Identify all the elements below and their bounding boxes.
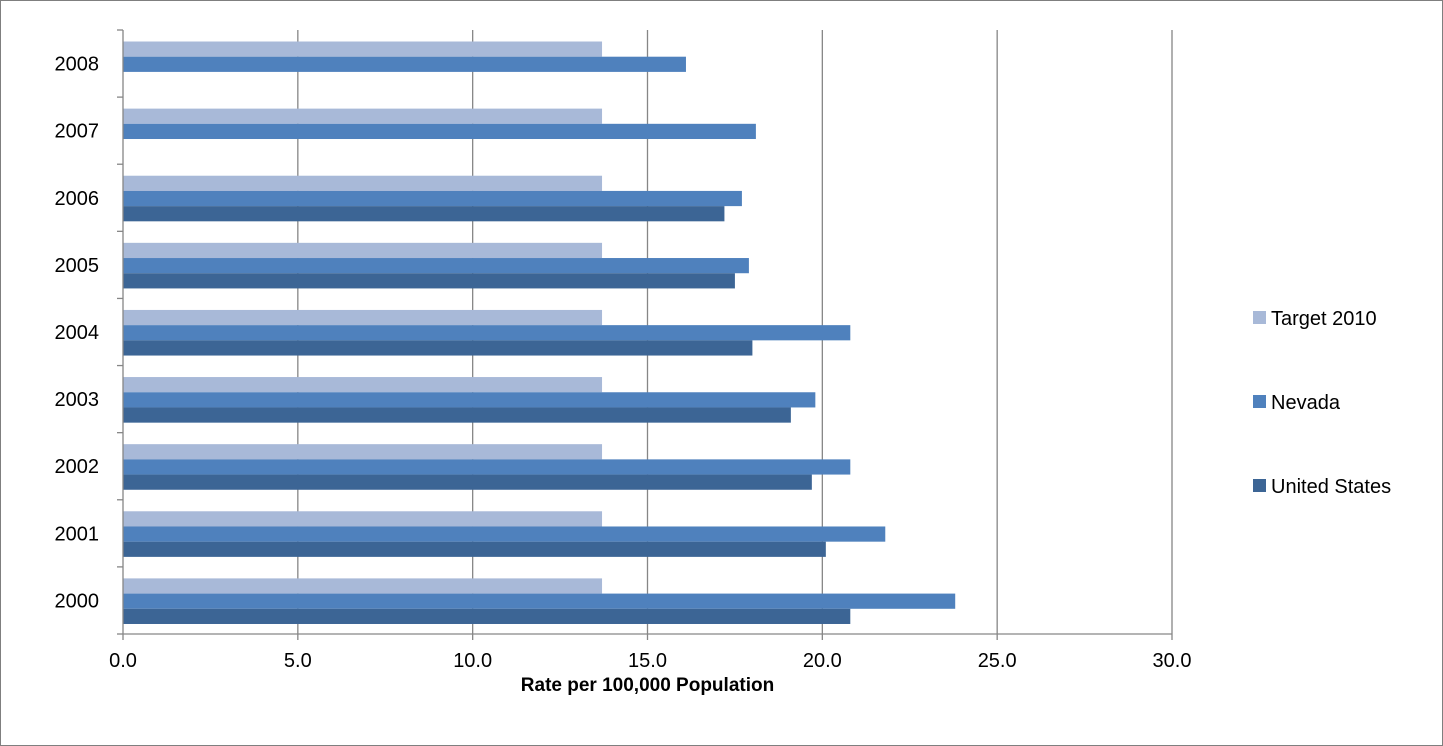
x-tick-label: 5.0	[284, 650, 312, 672]
bar-target-2010-2007	[123, 108, 603, 124]
x-tick-label: 15.0	[628, 650, 667, 672]
bar-target-2010-2002	[123, 444, 603, 460]
bars	[123, 41, 956, 624]
y-tick-label: 2002	[55, 456, 100, 478]
legend-label: Nevada	[1271, 392, 1341, 414]
y-tick-label: 2003	[55, 389, 100, 411]
y-tick-label: 2007	[55, 121, 100, 143]
legend-swatch-united-states	[1253, 479, 1266, 492]
x-tick-label: 0.0	[109, 650, 137, 672]
bar-nevada-2003	[123, 392, 816, 408]
y-tick-label: 2005	[55, 255, 100, 277]
bar-nevada-2002	[123, 459, 851, 475]
bar-united-states-2006	[123, 206, 725, 222]
legend-label: United States	[1271, 476, 1391, 498]
axes	[122, 30, 1172, 635]
bar-target-2010-2004	[123, 309, 603, 326]
legend: Target 2010 Nevada United States	[1253, 308, 1391, 498]
bar-nevada-2005	[123, 258, 749, 274]
legend-swatch-nevada	[1253, 395, 1266, 408]
bar-united-states-2005	[123, 273, 735, 289]
x-tick-label: 20.0	[803, 650, 842, 672]
bar-nevada-2000	[123, 593, 956, 609]
y-tick-label: 2004	[55, 322, 100, 344]
bar-nevada-2001	[123, 526, 886, 542]
bar-target-2010-2003	[123, 377, 603, 393]
legend-label: Target 2010	[1271, 308, 1377, 330]
bar-nevada-2008	[123, 56, 686, 72]
x-tick-label: 10.0	[453, 650, 492, 672]
bar-target-2010-2008	[123, 41, 603, 57]
bar-united-states-2003	[123, 407, 791, 423]
y-tick-label: 2008	[55, 54, 100, 76]
bar-nevada-2004	[123, 325, 851, 341]
x-tick-label: 25.0	[978, 650, 1017, 672]
bar-target-2010-2006	[123, 175, 603, 191]
legend-swatch-target-2010	[1253, 311, 1266, 324]
y-tick-label: 2000	[55, 590, 100, 612]
y-tick-label: 2001	[55, 523, 100, 545]
bar-target-2010-2000	[123, 578, 603, 594]
tick-labels: 0.0 5.0 10.0 15.0 20.0 25.0 30.0 2000 2001 2002 20…	[55, 54, 1192, 672]
y-tick-label: 2006	[55, 188, 100, 210]
bar-nevada-2006	[123, 190, 742, 207]
bar-united-states-2002	[123, 474, 812, 490]
bar-target-2010-2001	[123, 511, 603, 527]
bar-united-states-2004	[123, 340, 753, 356]
bar-nevada-2007	[123, 123, 756, 140]
bar-united-states-2000	[123, 608, 851, 624]
bar-target-2010-2005	[123, 242, 603, 259]
bar-united-states-2001	[123, 541, 826, 557]
x-tick-label: 30.0	[1153, 650, 1192, 672]
x-axis-title: Rate per 100,000 Population	[521, 675, 774, 696]
